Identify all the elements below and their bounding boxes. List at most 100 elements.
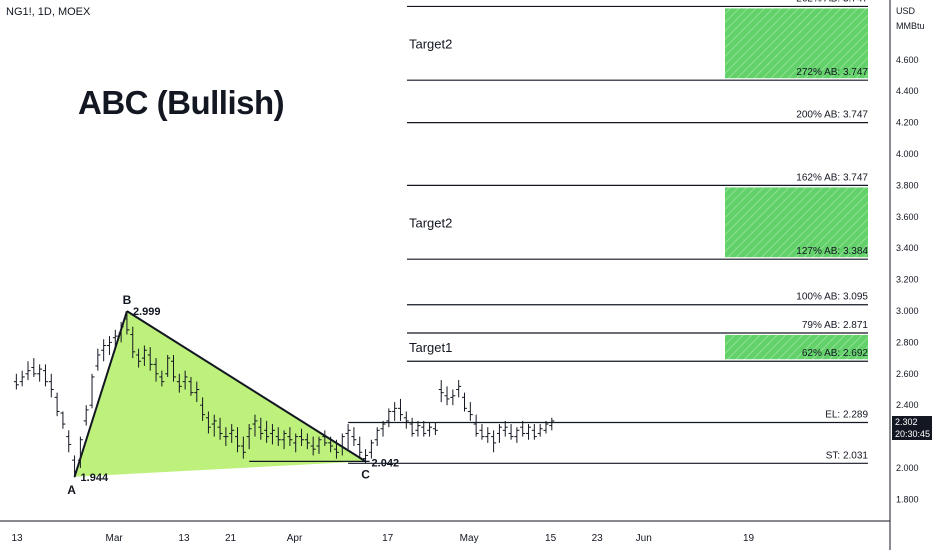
ohlc-bar <box>19 370 25 387</box>
ohlc-bar <box>351 427 357 447</box>
point-b-label: B <box>123 293 132 307</box>
y-tick-label: 2.000 <box>896 463 919 473</box>
ohlc-bar <box>130 326 136 359</box>
ohlc-bar <box>182 370 188 390</box>
ohlc-bar <box>176 373 182 393</box>
ohlc-bar <box>392 402 398 421</box>
y-tick-label: 1.800 <box>896 494 919 504</box>
ohlc-bar <box>479 424 485 440</box>
target-zone-label-3: Target1 <box>409 340 452 355</box>
ohlc-bar <box>520 420 526 437</box>
target-zone-label-1: Target2 <box>409 36 452 51</box>
ohlc-bar <box>432 422 438 436</box>
point-a-value: 1.944 <box>81 472 109 484</box>
ohlc-bar <box>77 436 83 468</box>
axis-unit-measure: MMBtu <box>896 21 925 31</box>
ohlc-bar <box>246 424 252 450</box>
level-label-8: 62% AB: 2.692 <box>802 348 869 359</box>
ohlc-bar <box>275 427 281 447</box>
ohlc-bar <box>72 455 78 478</box>
ohlc-bar <box>200 397 206 421</box>
point-c-value: 2.042 <box>372 457 400 469</box>
level-label-4: 162% AB: 3.747 <box>796 172 868 183</box>
y-tick-label: 2.400 <box>896 400 919 410</box>
target-zone-fill-1 <box>725 8 868 79</box>
ohlc-bar <box>374 427 380 447</box>
ohlc-bar <box>537 424 543 437</box>
ohlc-bar <box>83 405 89 426</box>
ohlc-bar <box>514 427 520 443</box>
x-tick-label: May <box>460 533 479 544</box>
ohlc-bar <box>54 392 60 417</box>
ohlc-bar <box>229 424 235 443</box>
x-tick-label: 19 <box>743 533 755 544</box>
ohlc-bar <box>223 427 229 447</box>
y-tick-label: 4.400 <box>896 86 919 96</box>
x-tick-label: 13 <box>178 533 190 544</box>
ohlc-bar <box>496 424 502 443</box>
ohlc-bar <box>48 373 54 398</box>
x-tick-label: Jun <box>636 533 652 544</box>
axis-unit-currency: USD <box>896 6 916 16</box>
y-tick-label: 2.800 <box>896 337 919 347</box>
ohlc-bar <box>281 430 287 450</box>
ohlc-bar <box>462 392 467 412</box>
ohlc-bar <box>415 420 421 437</box>
ohlc-bar <box>549 417 555 431</box>
leg-ab <box>73 310 128 478</box>
ohlc-bar <box>363 449 369 464</box>
ohlc-bar <box>508 424 514 440</box>
last-price-value: 2.302 <box>895 417 918 427</box>
ohlc-bar <box>42 364 48 387</box>
ohlc-bar <box>310 436 316 456</box>
level-label-7: 79% AB: 2.871 <box>802 320 869 331</box>
ohlc-bar <box>153 358 159 382</box>
ohlc-bar <box>409 417 415 437</box>
ohlc-bar <box>124 311 130 335</box>
x-tick-label: Apr <box>287 533 303 544</box>
level-label-9: EL: 2.289 <box>825 409 868 420</box>
ohlc-bar <box>194 381 200 403</box>
ohlc-bar <box>13 373 19 390</box>
ohlc-bar <box>368 439 374 459</box>
ohlc-bar <box>357 436 363 459</box>
ohlc-bar <box>421 420 427 437</box>
ohlc-bar <box>386 408 392 428</box>
ohlc-bar <box>444 386 450 406</box>
ohlc-bar <box>502 420 508 437</box>
ohlc-bar <box>299 428 305 447</box>
ohlc-bar <box>25 361 31 381</box>
ohlc-bar <box>188 376 194 396</box>
abc-triangle <box>74 311 366 477</box>
ohlc-bar <box>258 417 264 440</box>
y-tick-label: 3.600 <box>896 212 919 222</box>
ohlc-bar <box>467 402 473 421</box>
target-zone-fill-2 <box>725 187 868 258</box>
ohlc-bar <box>31 358 37 377</box>
ohlc-bar <box>380 420 386 437</box>
y-tick-label: 3.200 <box>896 275 919 285</box>
x-tick-label: 21 <box>225 533 237 544</box>
ohlc-bar <box>397 398 403 421</box>
ohlc-bar <box>118 321 124 343</box>
symbol-header: NG1!, 1D, MOEX <box>6 6 91 18</box>
ohlc-bar <box>485 427 491 443</box>
ohlc-bar <box>95 348 101 371</box>
ohlc-bar <box>269 424 275 445</box>
y-tick-label: 2.600 <box>896 369 919 379</box>
point-b-value: 2.999 <box>133 306 161 318</box>
ohlc-bar <box>531 424 537 440</box>
ohlc-bar <box>89 373 95 409</box>
chart-title: ABC (Bullish) <box>78 84 285 121</box>
ohlc-bar <box>473 414 479 437</box>
x-tick-label: 23 <box>592 533 604 544</box>
ohlc-bar <box>171 354 176 382</box>
ohlc-bar <box>328 436 334 453</box>
target-zone-fill-3 <box>725 334 868 360</box>
ohlc-bar <box>165 354 171 377</box>
y-tick-label: 4.600 <box>896 55 919 65</box>
ohlc-bar <box>37 364 43 382</box>
ohlc-bar <box>211 414 217 437</box>
ohlc-bar <box>316 436 322 454</box>
